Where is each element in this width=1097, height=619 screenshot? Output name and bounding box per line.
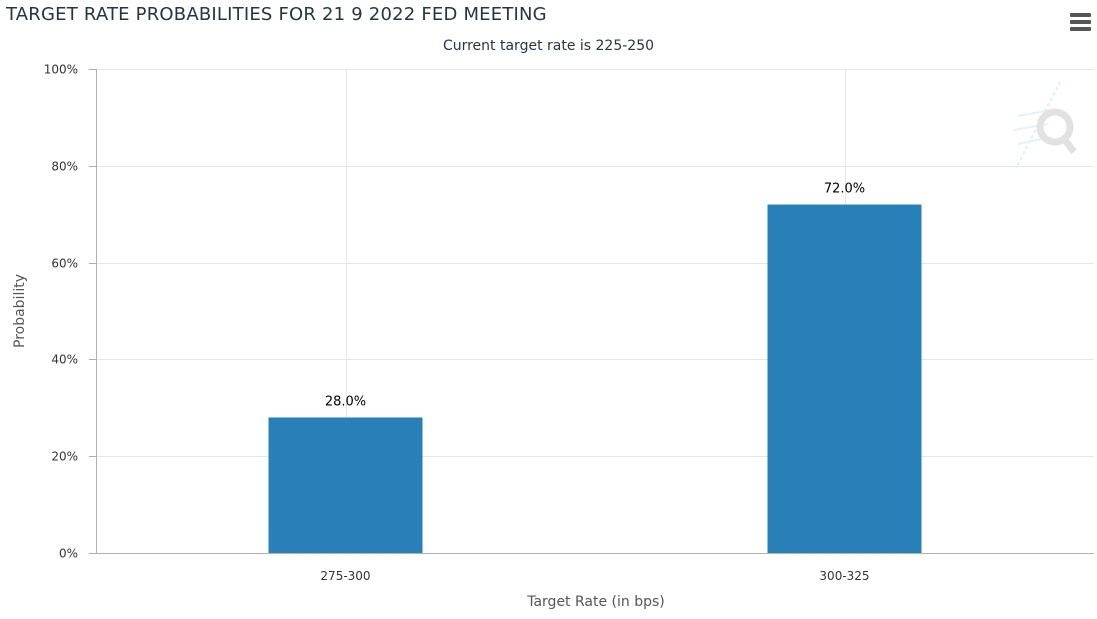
y-axis-title: Probability [12, 274, 28, 348]
bar-300-325[interactable] [767, 204, 922, 553]
hamburger-menu-icon [1070, 13, 1091, 17]
y-tick-label: 60% [51, 257, 78, 271]
x-axis-title: Target Rate (in bps) [526, 594, 665, 610]
bar-data-label: 28.0% [325, 394, 366, 409]
y-tick-label: 100% [44, 63, 78, 77]
data-labels: 28.0% 72.0% [325, 182, 865, 410]
x-tick-label: 275-300 [320, 569, 370, 583]
x-axis-ticks: 275-300 300-325 [320, 569, 869, 583]
bar-275-300[interactable] [268, 417, 423, 553]
chart-menu-button[interactable] [1066, 9, 1094, 35]
grid-lines [96, 69, 1094, 553]
chart-title: TARGET RATE PROBABILITIES FOR 21 9 2022 … [6, 4, 547, 25]
chart-subtitle: Current target rate is 225-250 [442, 38, 655, 54]
y-tick-label: 40% [51, 353, 78, 367]
x-tick-label: 300-325 [819, 569, 869, 583]
y-tick-label: 20% [51, 450, 78, 464]
bars [268, 204, 922, 553]
y-tick-label: 0% [59, 547, 78, 561]
quikstrike-q-logo-icon [1013, 81, 1077, 169]
y-tick-label: 80% [51, 160, 78, 174]
y-axis-ticks: 0% 20% 40% 60% 80% 100% [44, 63, 96, 561]
bar-data-label: 72.0% [824, 182, 865, 197]
